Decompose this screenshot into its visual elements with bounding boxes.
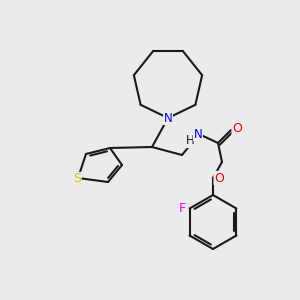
Text: H: H: [186, 134, 194, 148]
Text: O: O: [232, 122, 242, 134]
Text: F: F: [179, 202, 186, 215]
Text: N: N: [164, 112, 172, 124]
Text: N: N: [194, 128, 202, 140]
Text: S: S: [73, 172, 81, 185]
Text: O: O: [214, 172, 224, 184]
